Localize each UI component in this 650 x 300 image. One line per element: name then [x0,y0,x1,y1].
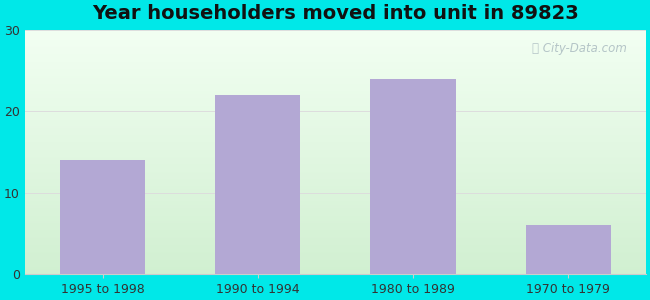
Title: Year householders moved into unit in 89823: Year householders moved into unit in 898… [92,4,578,23]
Bar [60,160,145,274]
Text: ⓘ City-Data.com: ⓘ City-Data.com [532,43,627,56]
Bar [215,95,300,274]
Bar [370,79,456,274]
Bar [526,225,611,274]
